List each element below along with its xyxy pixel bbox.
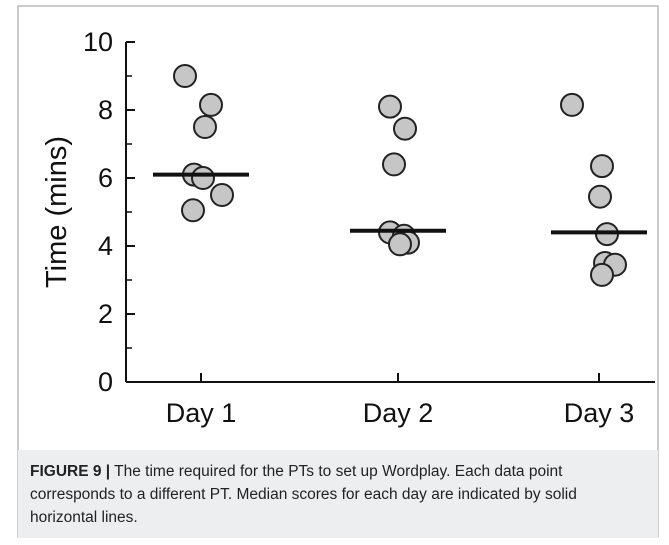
x-tick-label: Day 2: [363, 398, 434, 428]
data-point: [378, 94, 402, 119]
data-point: [181, 198, 205, 223]
data-point: [560, 92, 584, 117]
y-tick-label: 4: [98, 231, 113, 261]
axes: 0 2 4 6 8 10 Time (mins) Day 1 Day 2 Day 3: [41, 27, 655, 428]
x-tick-label: Day 1: [166, 398, 237, 428]
data-point: [393, 116, 417, 141]
data-point: [590, 154, 614, 179]
x-tick-label: Day 3: [564, 398, 635, 428]
figure-caption: FIGURE 9 | The time required for the PTs…: [18, 450, 658, 538]
data-point: [590, 262, 614, 287]
y-axis-title: Time (mins): [41, 136, 73, 288]
y-tick-label: 8: [98, 95, 113, 125]
median-lines: [153, 172, 647, 235]
y-tick-label: 2: [98, 299, 113, 329]
data-point: [173, 64, 197, 88]
data-point: [388, 232, 412, 257]
caption-text: The time required for the PTs to set up …: [30, 463, 577, 526]
data-point: [191, 166, 215, 190]
y-tick-label: 0: [98, 367, 113, 397]
y-tick-label: 6: [98, 163, 113, 193]
data-point: [588, 184, 612, 209]
data-point: [199, 92, 223, 117]
data-point: [193, 115, 217, 139]
caption-label: FIGURE 9 |: [30, 463, 111, 480]
y-tick-label: 10: [83, 27, 113, 57]
data-point: [210, 183, 234, 207]
data-point: [382, 152, 406, 177]
